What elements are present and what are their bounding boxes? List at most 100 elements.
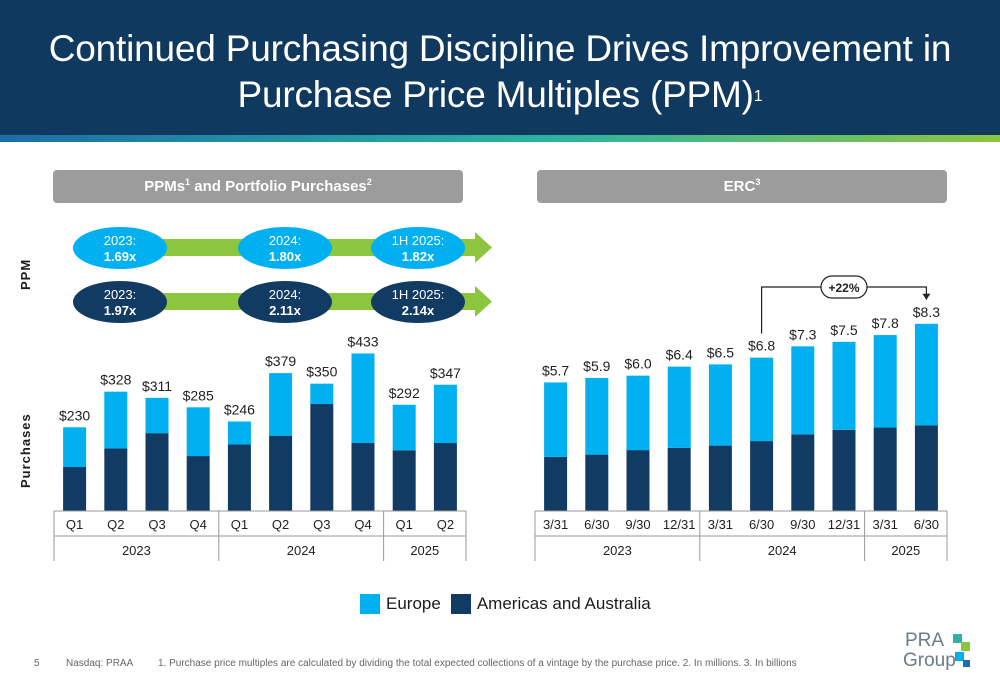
data-label-7: $433 bbox=[347, 333, 378, 349]
ppm-europe-oval-shape bbox=[371, 227, 465, 269]
bar-europe-2 bbox=[145, 397, 169, 434]
header-banner: Continued Purchasing Discipline Drives I… bbox=[0, 0, 1000, 135]
data-label-0: $230 bbox=[59, 407, 90, 423]
ppm-europe-oval-2: 1H 2025:1.82x bbox=[371, 227, 465, 269]
right-panel-title: ERC3 bbox=[537, 170, 947, 203]
bar-americas-0 bbox=[544, 456, 568, 511]
page-number: 5 bbox=[34, 658, 40, 669]
x-tick-label-9: 6/30 bbox=[914, 517, 939, 532]
data-label-6: $7.3 bbox=[789, 326, 816, 342]
bar-americas-7 bbox=[351, 442, 375, 511]
x-tick-label-1: Q2 bbox=[107, 517, 124, 532]
bar-europe-9 bbox=[433, 384, 457, 443]
left-panel-sup-1: 1 bbox=[185, 177, 191, 187]
bar-europe-6 bbox=[791, 346, 815, 435]
bar-americas-0 bbox=[63, 466, 87, 511]
bar-americas-8 bbox=[873, 427, 897, 511]
x-tick-label-8: 3/31 bbox=[873, 517, 898, 532]
bar-europe-6 bbox=[310, 383, 334, 405]
x-tick-label-1: 6/30 bbox=[584, 517, 609, 532]
bar-americas-3 bbox=[667, 447, 691, 511]
pra-group-logo: PRA Group bbox=[903, 630, 970, 670]
right-panel-title-text: ERC bbox=[723, 178, 756, 195]
bar-europe-5 bbox=[750, 357, 774, 442]
ppm-americas-oval-period: 1H 2025: bbox=[392, 287, 445, 302]
page-title: Continued Purchasing Discipline Drives I… bbox=[0, 26, 1000, 118]
x-tick-label-3: 12/31 bbox=[663, 517, 696, 532]
bar-americas-5 bbox=[750, 441, 774, 511]
ppm-europe-oval-value: 1.80x bbox=[269, 249, 302, 264]
growth-arrowhead bbox=[922, 293, 931, 300]
growth-pill bbox=[820, 275, 868, 299]
data-label-4: $246 bbox=[224, 401, 255, 417]
legend-swatch-europe bbox=[360, 594, 380, 614]
x-tick-label-7: Q4 bbox=[354, 517, 371, 532]
data-label-1: $328 bbox=[100, 372, 131, 388]
bar-europe-0 bbox=[544, 382, 568, 457]
x-tick-label-3: Q4 bbox=[190, 517, 207, 532]
bar-europe-9 bbox=[914, 323, 938, 426]
bar-europe-8 bbox=[873, 335, 897, 428]
bar-europe-7 bbox=[832, 341, 856, 430]
bar-europe-4 bbox=[708, 364, 732, 446]
data-label-5: $6.8 bbox=[748, 338, 775, 354]
x-tick-label-0: 3/31 bbox=[543, 517, 568, 532]
ppm-europe-oval-period: 2024: bbox=[269, 233, 302, 248]
ppm-americas-oval-1: 2024:2.11x bbox=[238, 281, 332, 323]
ppm-americas-oval-period: 2024: bbox=[269, 287, 302, 302]
data-label-6: $350 bbox=[306, 364, 337, 380]
x-tick-label-2: Q3 bbox=[148, 517, 165, 532]
bar-europe-2 bbox=[626, 375, 650, 451]
bar-americas-4 bbox=[227, 444, 251, 511]
ppm-europe-oval-1: 2024:1.80x bbox=[238, 227, 332, 269]
ppm-europe-oval-0: 2023:1.69x bbox=[73, 227, 167, 269]
group-label-2: 2025 bbox=[891, 543, 920, 558]
data-label-8: $292 bbox=[389, 385, 420, 401]
bar-americas-6 bbox=[310, 404, 334, 511]
bar-americas-9 bbox=[433, 442, 457, 511]
bar-americas-6 bbox=[791, 434, 815, 511]
ppm-europe-oval-value: 1.82x bbox=[402, 249, 435, 264]
bar-europe-1 bbox=[585, 377, 609, 455]
left-panel-sup-2: 2 bbox=[366, 177, 372, 187]
bar-americas-4 bbox=[708, 445, 732, 511]
title-line-2-text: Purchase Price Multiples (PPM) bbox=[237, 74, 754, 115]
header-accent-bar bbox=[0, 135, 1000, 142]
group-label-0: 2023 bbox=[603, 543, 632, 558]
title-footnote-mark: 1 bbox=[753, 88, 763, 105]
title-line-1: Continued Purchasing Discipline Drives I… bbox=[48, 28, 952, 69]
data-label-9: $347 bbox=[430, 365, 461, 381]
logo-line-2: Group bbox=[903, 650, 956, 670]
data-label-2: $6.0 bbox=[624, 356, 651, 372]
ppm-americas-oval-0: 2023:1.97x bbox=[73, 281, 167, 323]
chart-legend: Europe Americas and Australia bbox=[360, 593, 661, 615]
ppm-americas-oval-shape bbox=[73, 281, 167, 323]
bar-americas-2 bbox=[145, 433, 169, 511]
x-tick-label-4: 3/31 bbox=[708, 517, 733, 532]
logo-line-1: PRA bbox=[905, 630, 944, 651]
bar-europe-7 bbox=[351, 353, 375, 443]
ppm-americas-oval-value: 1.97x bbox=[104, 303, 137, 318]
data-label-4: $6.5 bbox=[707, 344, 734, 360]
x-tick-label-6: 9/30 bbox=[790, 517, 815, 532]
bar-americas-1 bbox=[585, 454, 609, 511]
ppm-americas-oval-shape bbox=[238, 281, 332, 323]
bar-americas-2 bbox=[626, 450, 650, 511]
x-tick-label-9: Q2 bbox=[437, 517, 454, 532]
left-panel-title: PPMs1 and Portfolio Purchases2 bbox=[53, 170, 463, 203]
left-panel-title-mid: and Portfolio Purchases bbox=[190, 178, 367, 195]
data-label-9: $8.3 bbox=[913, 304, 940, 320]
bar-americas-8 bbox=[392, 450, 416, 511]
bar-europe-4 bbox=[227, 421, 251, 445]
ppm-europe-oval-value: 1.69x bbox=[104, 249, 137, 264]
group-label-2: 2025 bbox=[410, 543, 439, 558]
bar-americas-5 bbox=[269, 435, 293, 511]
bar-europe-3 bbox=[667, 366, 691, 448]
x-tick-label-5: 6/30 bbox=[749, 517, 774, 532]
ticker-text: Nasdaq: PRAA bbox=[66, 658, 134, 669]
x-tick-label-2: 9/30 bbox=[625, 517, 650, 532]
data-label-7: $7.5 bbox=[830, 322, 857, 338]
